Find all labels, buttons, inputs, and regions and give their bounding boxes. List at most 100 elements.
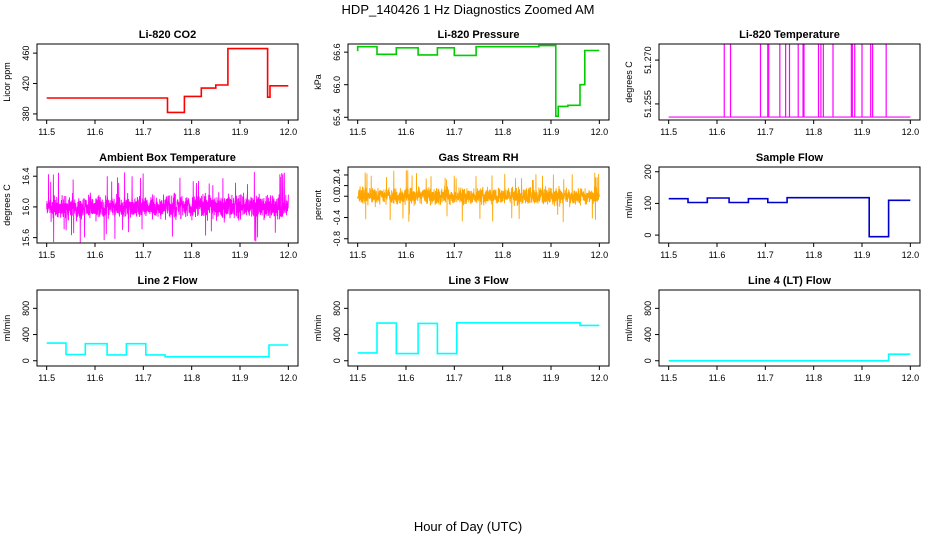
x-tick-label: 11.7 [446,127,463,137]
panel-title: Sample Flow [756,152,824,164]
panel-ylabel: degrees C [624,61,634,103]
panel-data [357,321,600,355]
x-tick-label: 11.7 [757,127,774,137]
x-tick-label: 11.5 [349,127,366,137]
x-tick-label: 11.6 [709,250,726,260]
panel-data [668,196,911,238]
x-tick-label: 11.8 [494,250,511,260]
y-tick-label: -0.4 [332,210,342,226]
panel-data [46,171,289,243]
x-tick-label: 11.5 [38,250,55,260]
x-tick-label: 11.6 [709,373,726,383]
y-tick-label: 51.255 [643,90,653,118]
panel-frame [658,289,921,367]
y-tick-label: 16.0 [21,198,31,216]
panel-frame [658,43,921,121]
x-tick-label: 11.6 [87,250,104,260]
panel-ylabel: ml/min [2,315,12,342]
panel-ylabel: percent [313,189,323,220]
x-tick-label: 11.6 [87,127,104,137]
y-tick-label: -0.8 [332,231,342,247]
x-tick-label: 11.9 [854,127,871,137]
chart-panel: Line 3 Flow ml/min 11.5 11.6 11.7 11.8 11.9 12.… [313,275,610,383]
y-tick-label: 0.0 [332,190,342,203]
x-tick-label: 11.8 [805,250,822,260]
x-tick-label: 11.9 [854,250,871,260]
series-line [668,353,911,362]
panel-ylabel: ml/min [624,315,634,342]
panel-title: Line 3 Flow [449,275,509,287]
x-tick-label: 11.7 [135,250,152,260]
x-tick-label: 11.9 [232,373,249,383]
chart-panel: Sample Flow ml/min 11.5 11.6 11.7 11.8 11.9 12.… [624,152,921,260]
panel-title: Gas Stream RH [438,152,518,164]
panel-frame [36,166,299,244]
x-tick-label: 11.6 [398,373,415,383]
y-tick-label: 800 [21,301,31,316]
series-line [356,44,600,117]
panel-title: Li-820 Pressure [438,29,520,41]
x-tick-label: 12.0 [902,127,920,137]
chart-panel: Li-820 Temperature degrees C 11.5 11.6 11.7 1… [624,29,921,137]
panels-group: Li-820 CO2 Licor ppm 11.5 11.6 11.7 11.8 11.9 1… [2,29,921,383]
panel-data [46,47,289,114]
panel-data [357,170,600,222]
y-tick-label: 420 [21,76,31,91]
x-tick-label: 12.0 [591,373,609,383]
y-tick-label: 380 [21,106,31,121]
series-line [357,170,600,222]
panel-title: Ambient Box Temperature [99,152,236,164]
x-tick-label: 11.6 [398,127,415,137]
chart-panel: Line 2 Flow ml/min 11.5 11.6 11.7 11.8 11.9 12.… [2,275,299,383]
panel-data [46,342,289,358]
x-tick-label: 12.0 [902,373,920,383]
panel-data [668,353,911,362]
y-tick-label: 400 [643,327,653,342]
panel-ylabel: degrees C [2,184,12,226]
chart-panel: Gas Stream RH percent 11.5 11.6 11.7 11.8 11.9… [313,152,610,260]
panel-frame [36,289,299,367]
figure-title: HDP_140426 1 Hz Diagnostics Zoomed AM [342,2,595,17]
y-tick-label: 460 [21,46,31,61]
y-tick-label: 800 [332,301,342,316]
x-tick-label: 11.9 [232,250,249,260]
x-tick-label: 11.8 [183,250,200,260]
x-tick-label: 11.8 [494,127,511,137]
series-line [668,196,911,238]
x-tick-label: 12.0 [591,250,609,260]
panel-frame [36,43,299,121]
x-tick-label: 12.0 [591,127,609,137]
y-tick-label: 51.270 [643,46,653,74]
y-tick-label: 66.6 [332,43,342,61]
y-tick-label: 400 [332,327,342,342]
x-tick-label: 12.0 [280,127,298,137]
y-tick-label: 15.6 [21,229,31,247]
panel-title: Li-820 Temperature [739,29,840,41]
x-tick-label: 11.9 [543,250,560,260]
figure-xlabel: Hour of Day (UTC) [414,519,522,534]
x-tick-label: 12.0 [902,250,920,260]
y-tick-label: 0 [643,233,653,238]
y-tick-label: 100 [643,196,653,211]
series-line [46,342,289,358]
x-tick-label: 11.8 [805,127,822,137]
panel-ylabel: Licor ppm [2,62,12,102]
x-tick-label: 11.5 [38,373,55,383]
x-tick-label: 11.5 [660,250,677,260]
x-tick-label: 11.7 [757,373,774,383]
panel-ylabel: kPa [313,74,323,90]
x-tick-label: 11.8 [494,373,511,383]
panel-data [668,44,911,118]
chart-panel: Li-820 CO2 Licor ppm 11.5 11.6 11.7 11.8 11.9 1… [2,29,299,137]
x-tick-label: 11.9 [543,127,560,137]
y-tick-label: 0 [643,358,653,363]
panel-frame [658,166,921,244]
series-line [357,321,600,355]
x-tick-label: 11.7 [757,250,774,260]
y-tick-label: 66.0 [332,76,342,94]
x-tick-label: 11.5 [349,373,366,383]
panel-ylabel: ml/min [313,315,323,342]
y-tick-label: 400 [21,327,31,342]
y-tick-label: 0.4 [332,169,342,182]
